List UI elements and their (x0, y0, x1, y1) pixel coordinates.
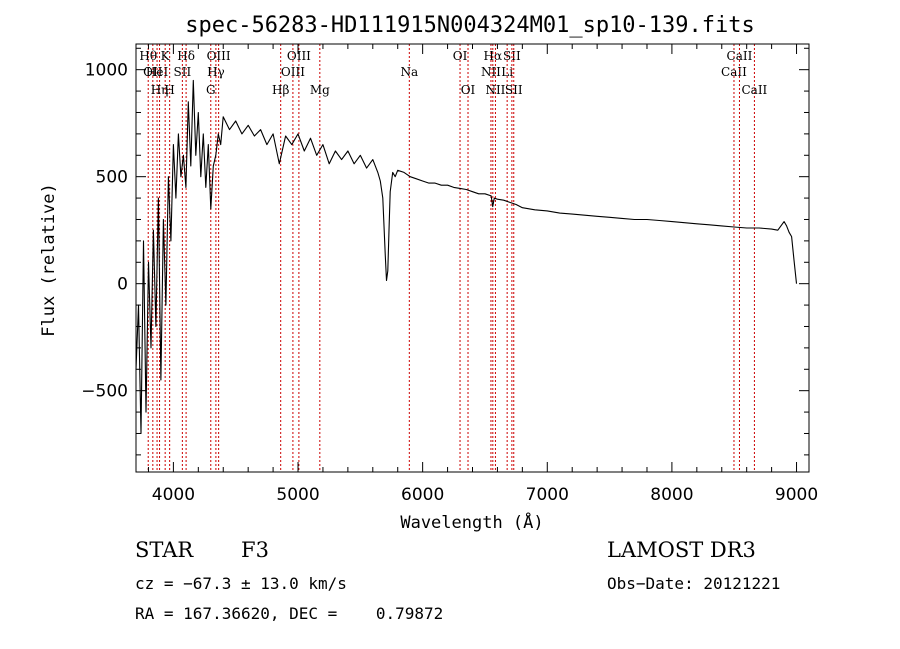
line-label-4: K (161, 49, 171, 63)
axis-ticks: 4000 5000 6000 7000 8000 9000 −500 0 500 1000 (81, 44, 818, 505)
chart-title: spec-56283-HD111915N004324M01_sp10-139.f… (185, 13, 755, 38)
y-axis-label: Flux (relative) (39, 183, 59, 337)
line-label-13: OIII (287, 49, 311, 63)
plot-frame (135, 43, 810, 473)
x-tick-label-3: 7000 (526, 485, 569, 505)
line-markers: HθOIIHeIHηKHSIIHδGHγOIIIHβOIIIOIIIMgNaOI… (139, 44, 768, 472)
x-tick-label-2: 6000 (401, 485, 444, 505)
line-label-10: OIII (207, 49, 231, 63)
y-tick-label-2: 500 (96, 168, 128, 188)
line-label-0: Hθ (139, 49, 157, 63)
observation-date: Obs−Date: 20121221 (607, 574, 781, 593)
line-label-11: Hβ (272, 83, 289, 97)
object-subclass: F3 (241, 538, 269, 562)
line-label-16: OI (453, 49, 468, 63)
line-label-17: OI (461, 83, 476, 97)
y-tick-label-0: −500 (81, 382, 128, 402)
line-label-3: Hη (151, 83, 169, 97)
line-label-12: OIII (281, 65, 305, 79)
line-label-22: SII (503, 49, 521, 63)
x-tick-label-5: 9000 (775, 485, 818, 505)
y-tick-label-3: 1000 (85, 61, 128, 81)
line-label-19: Hα (484, 49, 503, 63)
line-label-21: Li (501, 65, 513, 79)
line-label-14: Mg (310, 83, 330, 97)
line-label-15: Na (400, 65, 418, 79)
line-label-6: SII (174, 65, 192, 79)
line-label-7: Hδ (177, 49, 195, 63)
ra-dec-coordinates: RA = 167.36620, DEC = 0.79872 (135, 604, 444, 623)
x-tick-label-4: 8000 (650, 485, 693, 505)
x-tick-label-1: 5000 (276, 485, 319, 505)
line-label-23: SII (505, 83, 523, 97)
y-tick-label-1: 0 (117, 275, 128, 295)
x-axis-label: Wavelength (Å) (400, 511, 543, 533)
line-label-24: CaII (721, 65, 747, 79)
line-label-1: OII (143, 65, 163, 79)
line-label-8: G (206, 83, 216, 97)
line-label-2: HeI (146, 65, 169, 79)
line-label-9: Hγ (207, 65, 225, 79)
object-class: STAR (135, 538, 194, 562)
line-label-20: NII (485, 83, 505, 97)
x-tick-label-0: 4000 (152, 485, 195, 505)
series-layer (135, 79, 798, 435)
line-label-26: CaII (741, 83, 767, 97)
redshift-cz: cz = −67.3 ± 13.0 km/s (135, 574, 347, 593)
line-label-25: CaII (727, 49, 753, 63)
survey-name: LAMOST DR3 (607, 538, 756, 562)
line-label-5: H (164, 83, 174, 97)
line-label-18: NII (481, 65, 501, 79)
flux-series-line (135, 79, 798, 435)
